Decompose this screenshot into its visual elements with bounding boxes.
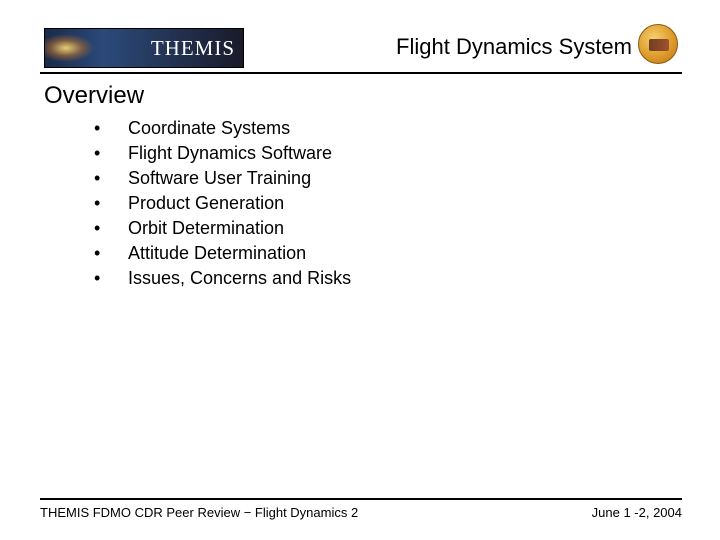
- bullet-text: Product Generation: [128, 193, 284, 214]
- bullet-icon: •: [94, 268, 128, 289]
- bullet-text: Issues, Concerns and Risks: [128, 268, 351, 289]
- list-item: • Coordinate Systems: [94, 118, 351, 139]
- slide-header: THEMIS Flight Dynamics System: [0, 24, 720, 72]
- bullet-text: Flight Dynamics Software: [128, 143, 332, 164]
- mission-badge-icon: [638, 24, 682, 68]
- list-item: • Product Generation: [94, 193, 351, 214]
- list-item: • Attitude Determination: [94, 243, 351, 264]
- section-title: Overview: [44, 82, 144, 110]
- footer-divider: [40, 498, 682, 500]
- bullet-list: • Coordinate Systems • Flight Dynamics S…: [94, 118, 351, 293]
- list-item: • Issues, Concerns and Risks: [94, 268, 351, 289]
- bullet-text: Attitude Determination: [128, 243, 306, 264]
- list-item: • Orbit Determination: [94, 218, 351, 239]
- list-item: • Flight Dynamics Software: [94, 143, 351, 164]
- bullet-text: Orbit Determination: [128, 218, 284, 239]
- bullet-text: Coordinate Systems: [128, 118, 290, 139]
- bullet-icon: •: [94, 243, 128, 264]
- footer-right-text: June 1 -2, 2004: [592, 505, 682, 520]
- list-item: • Software User Training: [94, 168, 351, 189]
- footer-left-text: THEMIS FDMO CDR Peer Review − Flight Dyn…: [40, 505, 358, 520]
- bullet-icon: •: [94, 168, 128, 189]
- bullet-icon: •: [94, 218, 128, 239]
- themis-logo: THEMIS: [44, 28, 244, 68]
- bullet-text: Software User Training: [128, 168, 311, 189]
- bullet-icon: •: [94, 118, 128, 139]
- bullet-icon: •: [94, 143, 128, 164]
- themis-logo-text: THEMIS: [151, 36, 235, 61]
- slide-header-title: Flight Dynamics System: [396, 34, 632, 60]
- bullet-icon: •: [94, 193, 128, 214]
- header-divider: [40, 72, 682, 74]
